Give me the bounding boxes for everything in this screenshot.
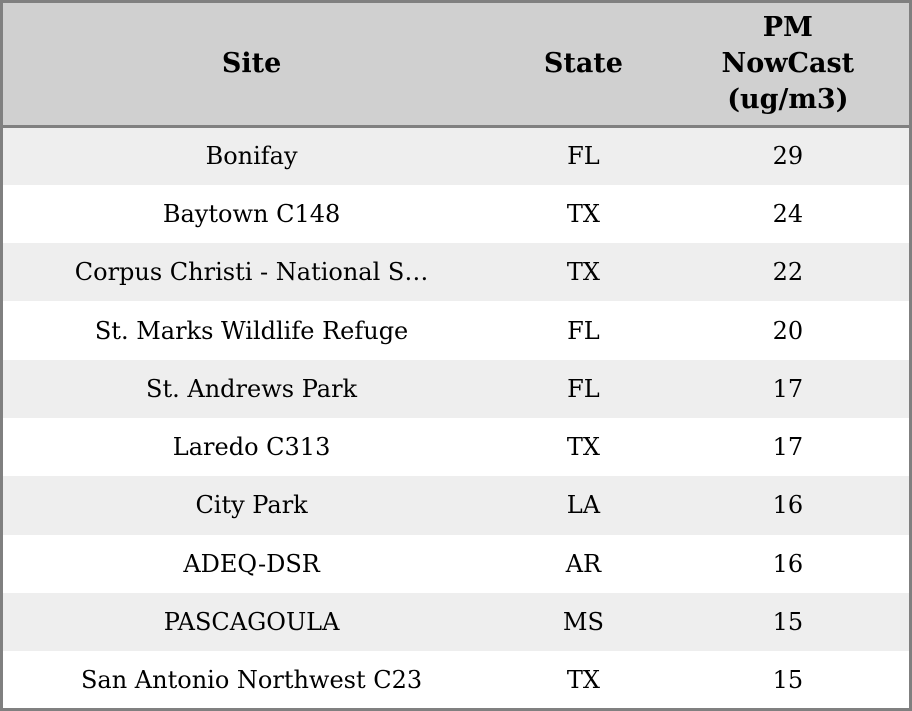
table-row: St. Andrews Park FL 17 bbox=[1, 359, 911, 418]
table-row: PASCAGOULA MS 15 bbox=[1, 592, 911, 652]
value-cell: 20 bbox=[772, 316, 804, 345]
state-cell: TX bbox=[566, 665, 600, 694]
site-cell: Bonifay bbox=[205, 142, 298, 171]
value-cell: 17 bbox=[772, 433, 804, 462]
table-body: Bonifay FL 29 Baytown C148 TX 24 Corpus … bbox=[1, 126, 911, 710]
value-cell: 15 bbox=[772, 608, 804, 637]
value-cell: 16 bbox=[772, 491, 804, 520]
site-cell: Baytown C148 bbox=[162, 199, 341, 228]
site-cell: City Park bbox=[195, 491, 308, 520]
table-row: Corpus Christi - National S… TX 22 bbox=[1, 243, 911, 302]
state-cell: FL bbox=[567, 374, 600, 403]
column-header-state: State bbox=[500, 1, 667, 128]
table-row: Baytown C148 TX 24 bbox=[1, 184, 911, 244]
state-cell: AR bbox=[565, 549, 602, 578]
state-cell: FL bbox=[567, 142, 600, 171]
state-cell: FL bbox=[567, 316, 600, 345]
site-cell: PASCAGOULA bbox=[163, 608, 340, 637]
table-row: St. Marks Wildlife Refuge FL 20 bbox=[1, 301, 911, 360]
state-cell: TX bbox=[566, 199, 600, 228]
column-header-pm-nowcast: PM NowCast (ug/m3) bbox=[666, 1, 911, 128]
value-cell: 29 bbox=[772, 142, 804, 171]
site-cell: San Antonio Northwest C23 bbox=[80, 665, 423, 694]
value-cell: 15 bbox=[772, 665, 804, 694]
table-row: ADEQ-DSR AR 16 bbox=[1, 534, 911, 593]
state-cell: TX bbox=[566, 433, 600, 462]
value-cell: 17 bbox=[772, 374, 804, 403]
site-cell: St. Marks Wildlife Refuge bbox=[94, 316, 409, 345]
state-cell: LA bbox=[566, 491, 601, 520]
site-cell: St. Andrews Park bbox=[146, 374, 358, 403]
site-cell: ADEQ-DSR bbox=[183, 549, 320, 578]
state-cell: MS bbox=[562, 608, 604, 637]
table-row: City Park LA 16 bbox=[1, 476, 911, 535]
table-header: Site State PM NowCast (ug/m3) bbox=[1, 1, 911, 128]
site-cell: Laredo C313 bbox=[172, 433, 331, 462]
column-header-site: Site bbox=[1, 1, 501, 128]
value-cell: 22 bbox=[772, 258, 804, 287]
site-cell: Corpus Christi - National S… bbox=[74, 258, 429, 287]
table-row: Bonifay FL 29 bbox=[1, 126, 911, 185]
value-cell: 16 bbox=[772, 549, 804, 578]
header-row: Site State PM NowCast (ug/m3) bbox=[1, 1, 911, 128]
value-cell: 24 bbox=[772, 199, 804, 228]
state-cell: TX bbox=[566, 258, 600, 287]
table-row: Laredo C313 TX 17 bbox=[1, 417, 911, 477]
table-row: San Antonio Northwest C23 TX 15 bbox=[1, 651, 911, 710]
